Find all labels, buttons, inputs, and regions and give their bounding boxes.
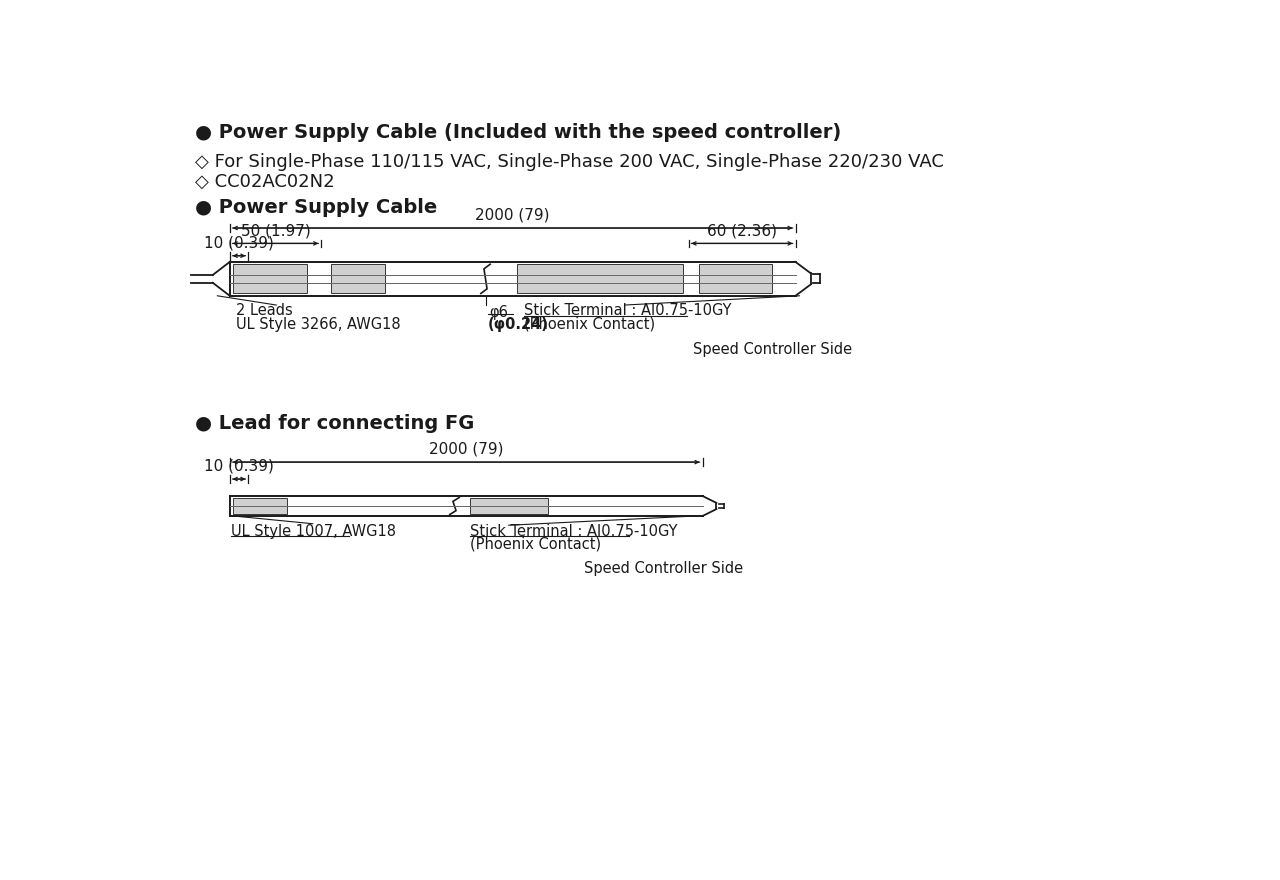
Text: 60 (2.36): 60 (2.36): [707, 223, 777, 238]
Text: (Phoenix Contact): (Phoenix Contact): [470, 537, 602, 552]
Text: ● Power Supply Cable: ● Power Supply Cable: [195, 198, 438, 217]
Text: 50 (1.97): 50 (1.97): [241, 223, 310, 238]
Text: ◇ For Single-Phase 110/115 VAC, Single-Phase 200 VAC, Single-Phase 220/230 VAC: ◇ For Single-Phase 110/115 VAC, Single-P…: [195, 153, 943, 172]
Text: UL Style 3266, AWG18: UL Style 3266, AWG18: [236, 317, 401, 332]
Text: φ6: φ6: [489, 305, 508, 320]
Bar: [229, 262, 795, 296]
Text: 10 (0.39): 10 (0.39): [204, 458, 274, 473]
Text: 10 (0.39): 10 (0.39): [204, 235, 274, 250]
Bar: [233, 264, 307, 293]
Text: (φ0.24): (φ0.24): [488, 318, 549, 333]
Text: Stick Terminal : AI0.75-10GY: Stick Terminal : AI0.75-10GY: [470, 524, 677, 539]
Text: Stick Terminal : AI0.75-10GY: Stick Terminal : AI0.75-10GY: [525, 304, 732, 319]
Text: 2000 (79): 2000 (79): [475, 208, 550, 223]
Text: Speed Controller Side: Speed Controller Side: [584, 561, 744, 576]
Text: ◇ CC02AC02N2: ◇ CC02AC02N2: [195, 172, 334, 191]
Bar: [699, 264, 772, 293]
Text: 2 Leads: 2 Leads: [236, 304, 293, 319]
Text: ● Lead for connecting FG: ● Lead for connecting FG: [195, 414, 475, 433]
Text: 2000 (79): 2000 (79): [429, 442, 503, 457]
Bar: [330, 264, 385, 293]
Bar: [517, 264, 684, 293]
Text: UL Style 1007, AWG18: UL Style 1007, AWG18: [232, 524, 397, 539]
Bar: [233, 497, 287, 515]
Text: (Phoenix Contact): (Phoenix Contact): [525, 317, 655, 332]
Bar: [470, 497, 548, 515]
Bar: [229, 496, 703, 516]
Text: Speed Controller Side: Speed Controller Side: [692, 342, 851, 357]
Text: ● Power Supply Cable (Included with the speed controller): ● Power Supply Cable (Included with the …: [195, 122, 841, 142]
